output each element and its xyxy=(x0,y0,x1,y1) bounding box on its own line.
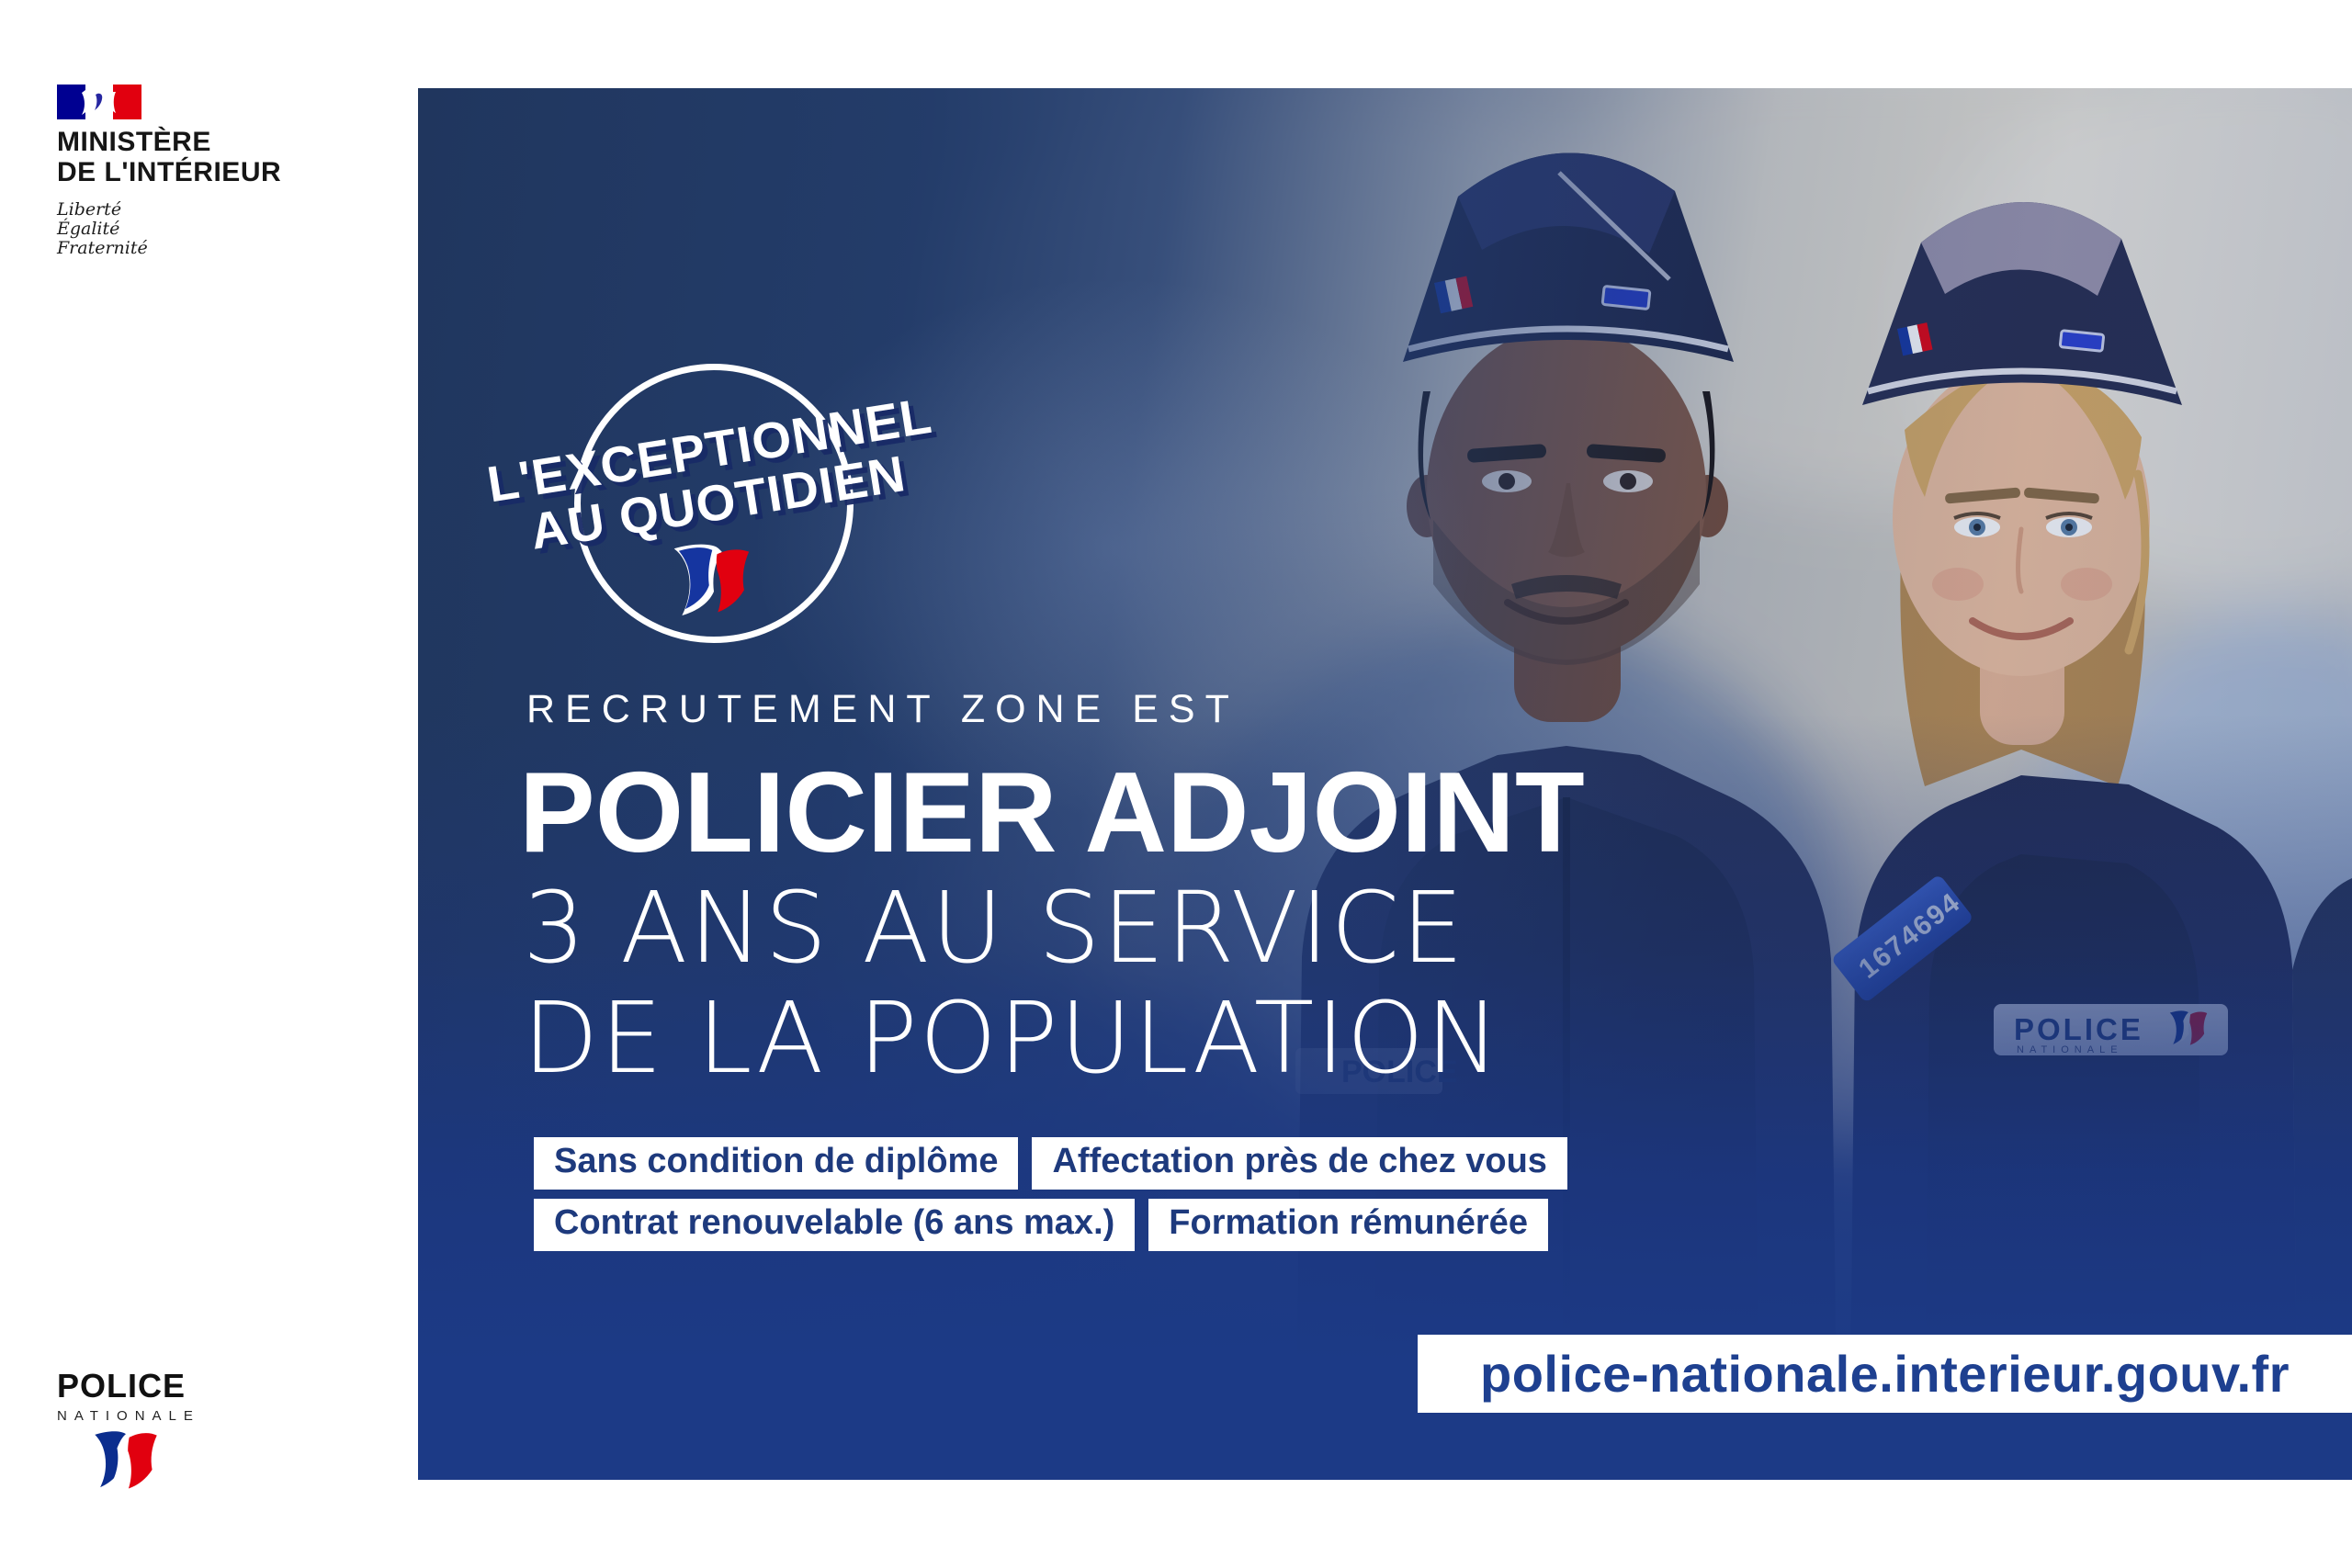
benefits-row-2: Contrat renouvelable (6 ans max.) Format… xyxy=(534,1199,1774,1251)
motto-fraternite: Fraternité xyxy=(57,238,148,258)
benefits-list: Sans condition de diplôme Affectation pr… xyxy=(534,1137,1774,1260)
website-banner[interactable]: police-nationale.interieur.gouv.fr xyxy=(1418,1335,2352,1413)
motto-liberte: Liberté xyxy=(57,199,122,220)
campaign-panel: POLICE xyxy=(418,88,2352,1480)
benefit-contract: Contrat renouvelable (6 ans max.) xyxy=(534,1199,1136,1251)
police-nationale-logo: POLICE NATIONALE xyxy=(57,1367,200,1495)
male-cap-rank-bar xyxy=(1600,285,1652,310)
police-logo-line1: POLICE xyxy=(57,1367,187,1404)
page-title: POLICIER ADJOINT xyxy=(519,750,1585,876)
website-url[interactable]: police-nationale.interieur.gouv.fr xyxy=(1480,1345,2290,1403)
motto-egalite: Égalité xyxy=(57,219,120,239)
benefit-near-home: Affectation près de chez vous xyxy=(1032,1137,1567,1190)
subtitle-line2: DE LA POPULATION xyxy=(523,981,1502,1096)
ministry-logo: MINISTÈRE DE L'INTÉRIEUR Liberté Égalité… xyxy=(57,85,281,258)
french-flag-marianne-icon xyxy=(57,85,141,119)
female-cap-rank-bar xyxy=(2058,329,2106,353)
benefit-no-diploma: Sans condition de diplôme xyxy=(534,1137,1019,1190)
police-wing-icon xyxy=(92,1429,160,1490)
ministry-name-line2: DE L'INTÉRIEUR xyxy=(57,157,282,187)
benefit-paid-training: Formation rémunérée xyxy=(1148,1199,1548,1251)
campaign-badge: L'EXCEPTIONNEL AU QUOTIDIEN xyxy=(483,364,935,643)
page-subtitle: 3 ANS AU SERVICE DE LA POPULATION xyxy=(523,874,1501,1095)
police-logo-line2: NATIONALE xyxy=(57,1408,200,1424)
benefits-row-1: Sans condition de diplôme Affectation pr… xyxy=(534,1137,1774,1190)
ministry-name-line1: MINISTÈRE xyxy=(57,127,211,157)
ministry-motto: Liberté Égalité Fraternité xyxy=(57,200,281,258)
badge-wing-icon xyxy=(673,544,754,615)
recruitment-zone-label: RECRUTEMENT ZONE EST xyxy=(526,687,1239,731)
female-chest-patch: POLICE NATIONALE xyxy=(1994,1004,2228,1055)
female-patch-nationale: NATIONALE xyxy=(2017,1044,2123,1055)
female-patch-police: POLICE xyxy=(2014,1012,2143,1046)
subtitle-line1: 3 ANS AU SERVICE xyxy=(523,872,1465,986)
